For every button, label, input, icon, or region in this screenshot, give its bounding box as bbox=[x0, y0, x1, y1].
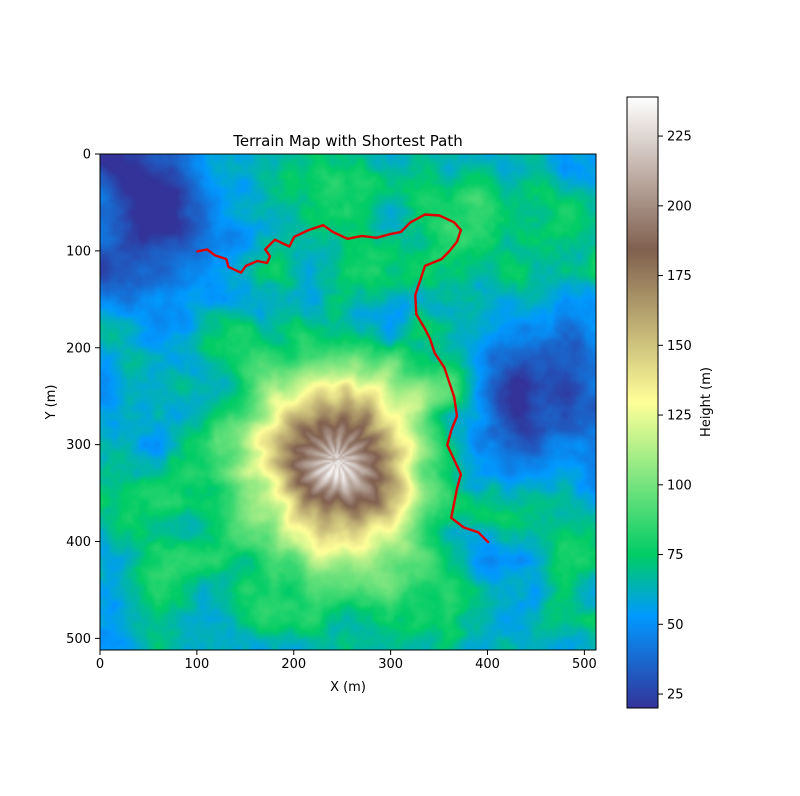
colorbar-tick-label: 200 bbox=[667, 199, 692, 214]
terrain-raster bbox=[100, 154, 596, 650]
colorbar bbox=[626, 96, 659, 709]
x-axis-label: X (m) bbox=[330, 680, 366, 695]
x-tick-label: 400 bbox=[475, 657, 500, 672]
x-tick-label: 0 bbox=[96, 657, 104, 672]
colorbar-tick-label: 100 bbox=[667, 478, 692, 493]
colorbar-tick-label: 75 bbox=[667, 548, 684, 563]
colorbar-tick-label: 175 bbox=[667, 269, 692, 284]
colorbar-label: Height (m) bbox=[699, 367, 714, 437]
x-tick-label: 300 bbox=[378, 657, 403, 672]
y-axis-label: Y (m) bbox=[44, 385, 59, 421]
terrain-heatmap bbox=[100, 154, 596, 650]
plot-frame bbox=[99, 153, 597, 651]
colorbar-tick-label: 25 bbox=[667, 688, 684, 703]
x-tick-label: 500 bbox=[572, 657, 597, 672]
shortest-path-line bbox=[196, 213, 490, 544]
colorbar-tick-label: 125 bbox=[667, 409, 692, 424]
chart-title: Terrain Map with Shortest Path bbox=[232, 132, 462, 150]
colorbar-ticks: 25 50 75 100 125 150 175 200 225 bbox=[658, 130, 692, 703]
y-axis-ticks: 0 100 200 300 400 500 bbox=[66, 148, 100, 647]
y-tick-label: 300 bbox=[66, 438, 91, 453]
y-tick-label: 200 bbox=[66, 341, 91, 356]
colorbar-tick-label: 150 bbox=[667, 339, 692, 354]
y-tick-label: 500 bbox=[66, 632, 91, 647]
x-tick-label: 200 bbox=[281, 657, 306, 672]
x-axis-ticks: 0 100 200 300 400 500 bbox=[96, 650, 597, 672]
colorbar-tick-label: 225 bbox=[667, 130, 692, 145]
colorbar-tick-label: 50 bbox=[667, 618, 684, 633]
y-tick-label: 400 bbox=[66, 535, 91, 550]
x-tick-label: 100 bbox=[184, 657, 209, 672]
y-tick-label: 100 bbox=[66, 244, 91, 259]
y-tick-label: 0 bbox=[83, 148, 91, 163]
